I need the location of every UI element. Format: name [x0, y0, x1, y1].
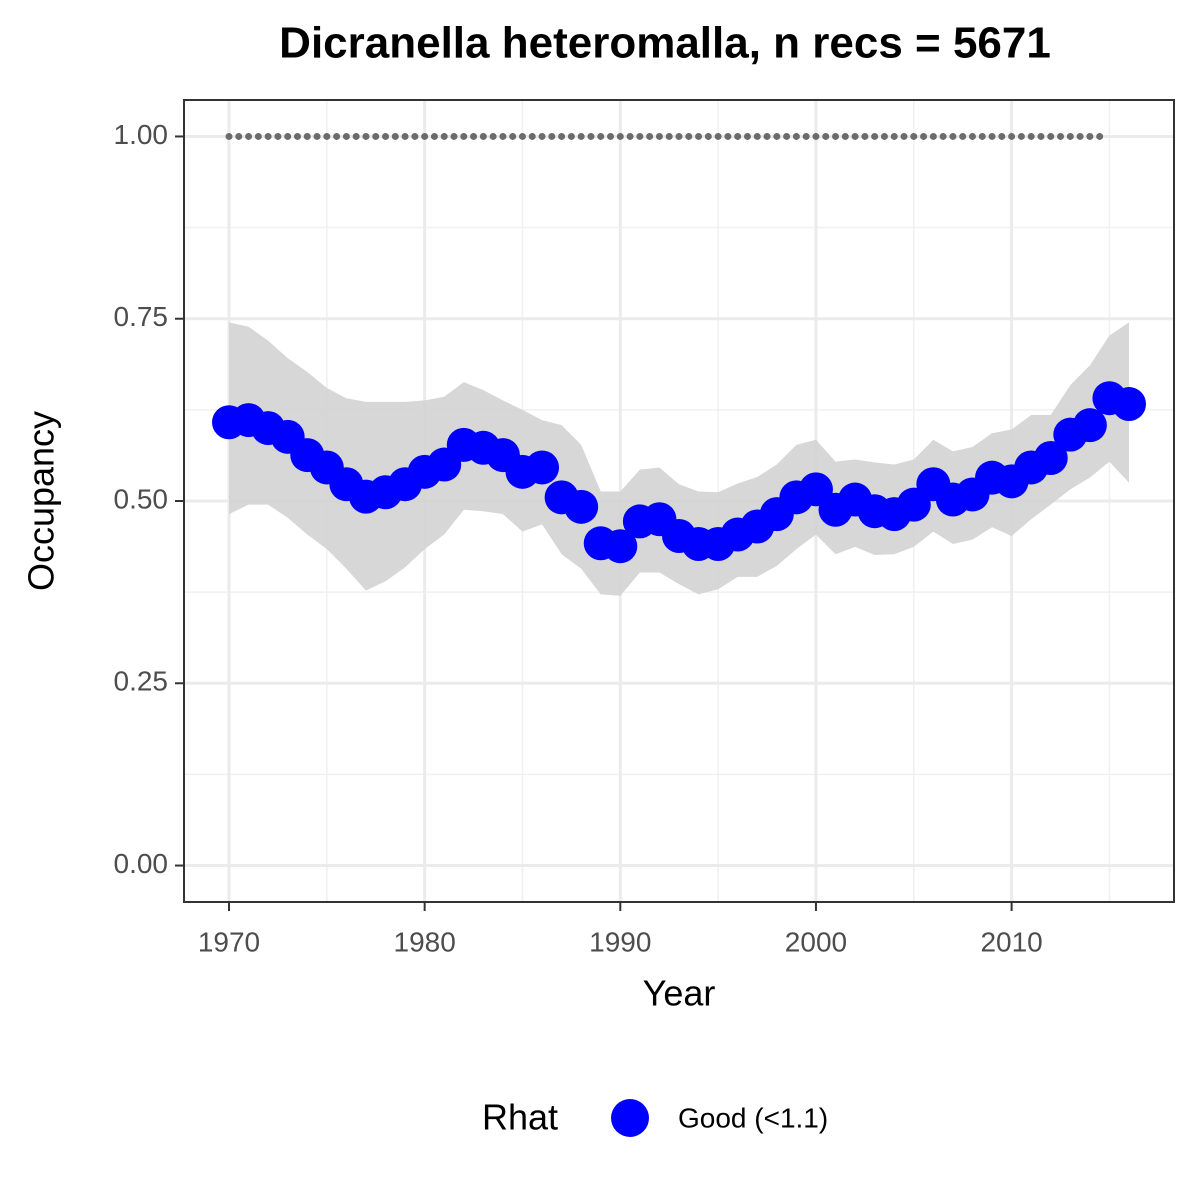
x-tick-label: 1970	[198, 926, 260, 957]
point	[564, 489, 599, 524]
legend-label: Good (<1.1)	[678, 1102, 828, 1133]
y-tick-label: 0.25	[114, 666, 169, 697]
y-axis-title: Occupancy	[21, 411, 62, 591]
point	[603, 529, 638, 564]
confidence-band	[229, 322, 1129, 596]
x-axis-title: Year	[643, 973, 716, 1014]
point	[1072, 408, 1107, 443]
point	[1033, 440, 1068, 475]
x-tick-label: 2010	[980, 926, 1042, 957]
point	[1112, 387, 1146, 422]
y-tick-label: 0.00	[114, 848, 169, 879]
chart-title: Dicranella heteromalla, n recs = 5671	[279, 19, 1051, 68]
y-tick-label: 0.75	[114, 301, 169, 332]
y-tick-label: 0.50	[114, 483, 169, 514]
legend-key	[611, 1099, 649, 1137]
x-tick-label: 1980	[394, 926, 456, 957]
x-tick-label: 1990	[589, 926, 651, 957]
x-tick-label: 2000	[785, 926, 847, 957]
point	[525, 450, 560, 485]
legend-title: Rhat	[482, 1097, 558, 1138]
y-tick-label: 1.00	[114, 119, 169, 150]
plot-border	[183, 99, 1175, 903]
